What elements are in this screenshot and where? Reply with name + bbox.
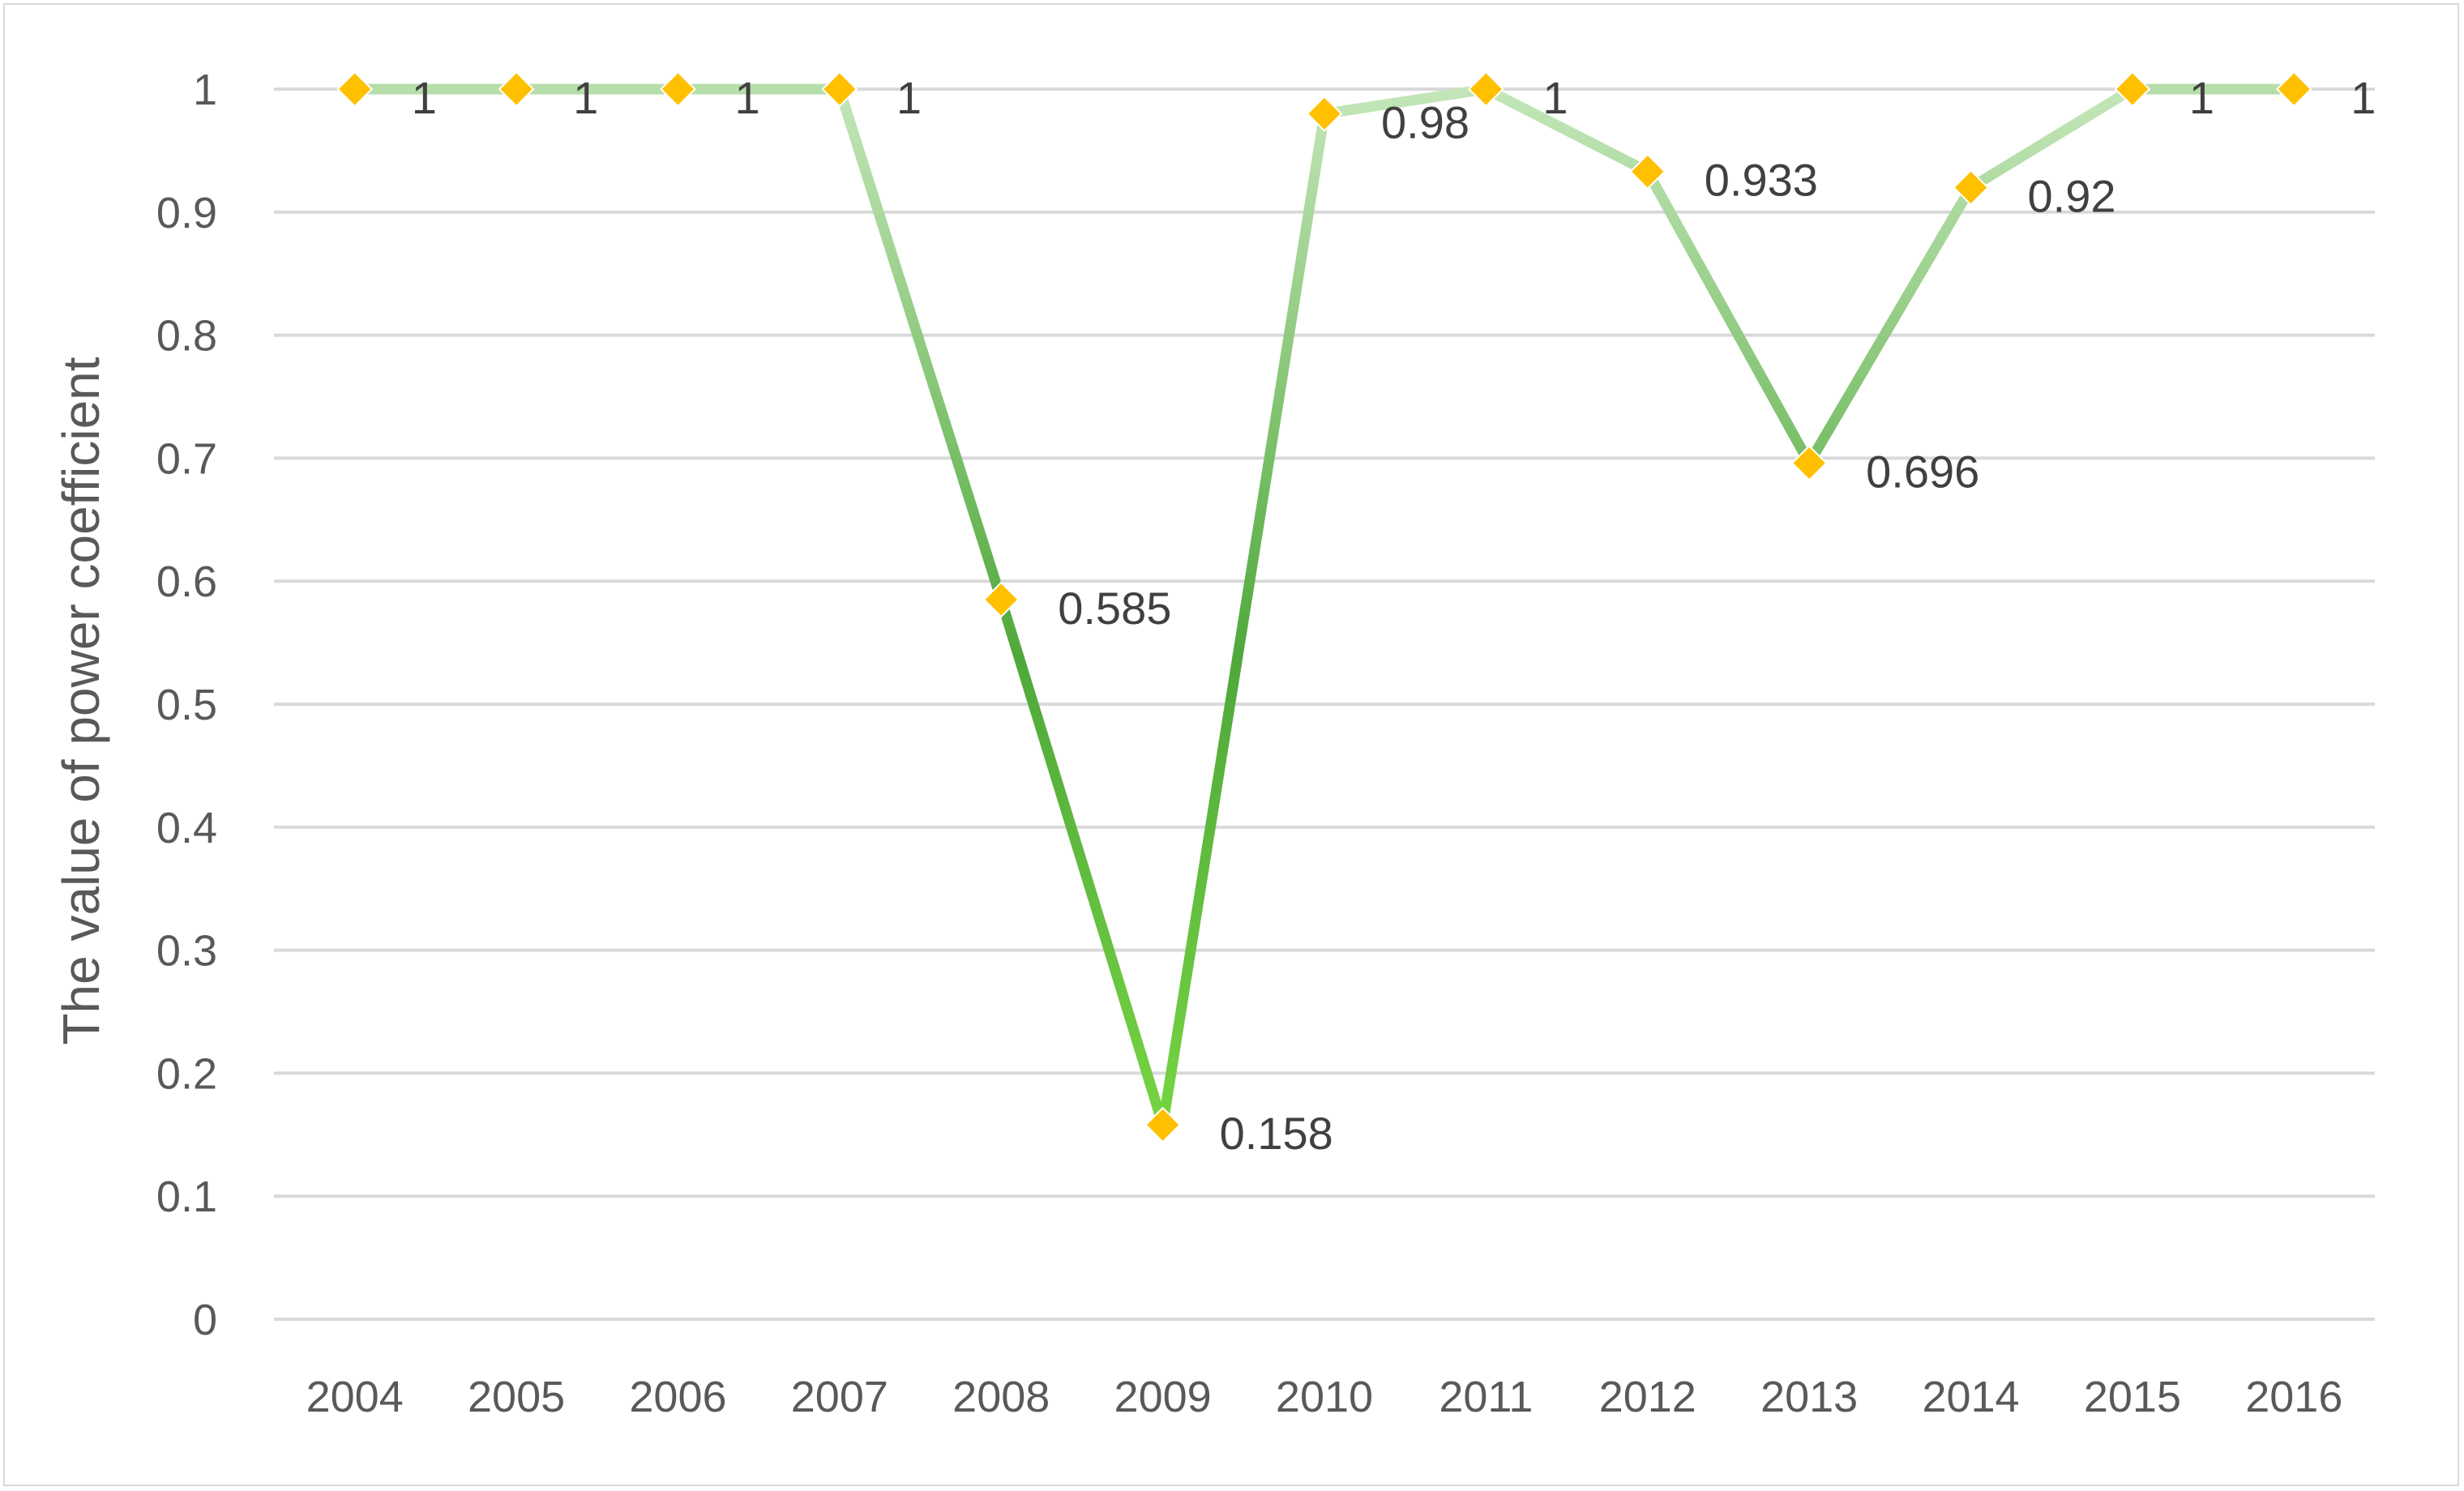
- data-point-marker: [2114, 70, 2151, 108]
- line-segment: [995, 594, 1169, 1130]
- line-segment: [1803, 182, 1977, 468]
- data-label: 1: [896, 72, 922, 123]
- x-tick-label: 2008: [952, 1373, 1050, 1421]
- data-label: 0.92: [2028, 170, 2116, 221]
- y-tick-label: 1: [193, 66, 217, 114]
- line-segment: [1480, 83, 1653, 177]
- y-tick-label: 0.6: [156, 558, 217, 606]
- series-line: [349, 83, 2299, 1130]
- y-tick-label: 0.1: [156, 1173, 217, 1221]
- data-point-marker: [336, 70, 374, 108]
- data-point-marker: [982, 581, 1020, 618]
- y-tick-label: 0: [193, 1296, 217, 1344]
- chart-frame: [3, 3, 2459, 1486]
- data-label: 1: [2351, 72, 2376, 123]
- data-label: 0.585: [1058, 583, 1171, 634]
- data-label: 0.933: [1705, 155, 1818, 206]
- y-tick-label: 0.9: [156, 189, 217, 237]
- y-tick-label: 0.3: [156, 927, 217, 976]
- data-labels: 1 1 1 1 0.585 0.158 0.98 1 0.933 0.696 0.92 1 1: [412, 72, 2376, 1159]
- y-tick-label: 0.8: [156, 312, 217, 361]
- line-segment: [1319, 83, 1491, 119]
- data-label: 1: [2189, 72, 2214, 123]
- line-segment: [1157, 108, 1330, 1130]
- x-axis-ticks: 2004 2005 2006 2007 2008 2009 2010 2011 2012 2013…: [306, 1373, 2343, 1421]
- y-tick-label: 0.4: [156, 804, 217, 852]
- gridlines: [274, 88, 2375, 1321]
- data-label: 1: [573, 72, 598, 123]
- line-segment: [1966, 83, 2138, 193]
- line-segment: [1642, 166, 1815, 468]
- y-tick-label: 0.5: [156, 681, 217, 729]
- x-tick-label: 2015: [2084, 1373, 2181, 1421]
- x-tick-label: 2005: [468, 1373, 565, 1421]
- data-point-marker: [660, 70, 696, 108]
- data-point-marker: [498, 70, 535, 108]
- data-label: 1: [412, 72, 437, 123]
- x-tick-label: 2016: [2245, 1373, 2342, 1421]
- y-tick-label: 0.7: [156, 434, 217, 483]
- data-label: 0.158: [1220, 1108, 1333, 1159]
- x-tick-label: 2011: [1439, 1373, 1533, 1421]
- y-tick-label: 0.2: [156, 1049, 217, 1098]
- y-axis-label: The value of power coefficient: [52, 357, 110, 1045]
- data-point-marker: [1467, 70, 1504, 108]
- data-point-marker: [1306, 95, 1343, 132]
- series-markers: [336, 70, 2312, 1143]
- x-tick-label: 2012: [1599, 1373, 1696, 1421]
- x-tick-label: 2009: [1114, 1373, 1212, 1421]
- data-point-marker: [2275, 70, 2312, 108]
- data-point-marker: [1629, 153, 1666, 190]
- data-label: 1: [1542, 72, 1568, 123]
- x-tick-label: 2007: [791, 1373, 888, 1421]
- y-axis-ticks: 0 0.1 0.2 0.3 0.4 0.5 0.6 0.7 0.8 0.9 1: [156, 66, 217, 1344]
- x-tick-label: 2013: [1760, 1373, 1858, 1421]
- data-point-marker: [1144, 1106, 1182, 1143]
- line-segment: [834, 83, 1007, 605]
- x-tick-label: 2006: [629, 1373, 726, 1421]
- x-tick-label: 2014: [1922, 1373, 2019, 1421]
- data-label: 1: [734, 72, 759, 123]
- data-point-marker: [821, 70, 858, 108]
- x-tick-label: 2004: [306, 1373, 404, 1421]
- data-label: 0.98: [1381, 96, 1469, 147]
- x-tick-label: 2010: [1276, 1373, 1373, 1421]
- data-point-marker: [1953, 169, 1989, 206]
- data-label: 0.696: [1866, 446, 1979, 497]
- data-point-marker: [1790, 445, 1828, 481]
